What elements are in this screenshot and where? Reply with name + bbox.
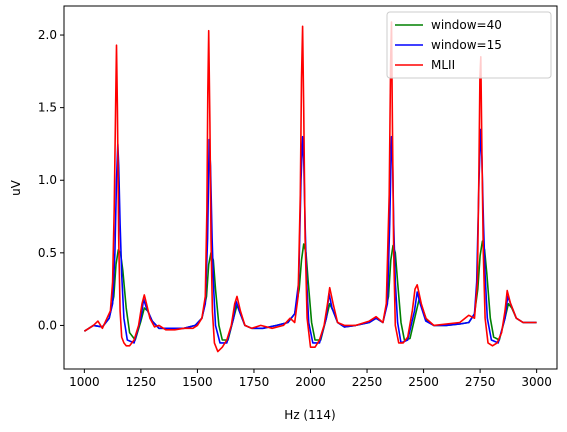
series-group [83, 21, 537, 353]
legend-label: window=15 [431, 38, 502, 52]
y-axis: 0.0 0.5 1.0 1.5 2.0 [38, 28, 64, 332]
plot-area [63, 5, 558, 370]
x-tick-label: 1000 [69, 375, 100, 389]
y-axis-label: uV [9, 179, 23, 196]
y-tick-label: 1.0 [38, 173, 57, 187]
x-axis: 1000 1250 1500 1750 2000 2250 2500 2750 3000 [69, 369, 552, 389]
x-tick-label: 1250 [126, 375, 157, 389]
legend-label: MLII [431, 58, 455, 72]
x-axis-label: Hz (114) [284, 408, 335, 422]
x-tick-label: 2500 [408, 375, 439, 389]
legend-label: window=40 [431, 18, 502, 32]
x-tick-label: 3000 [521, 375, 552, 389]
x-tick-label: 1750 [239, 375, 270, 389]
x-tick-label: 2750 [465, 375, 496, 389]
series-line-mlii [83, 21, 537, 353]
x-tick-label: 2250 [352, 375, 383, 389]
legend: window=40 window=15 MLII [386, 11, 552, 79]
x-tick-label: 2000 [295, 375, 326, 389]
y-tick-label: 0.0 [38, 318, 57, 332]
legend-box [386, 11, 552, 79]
x-tick-label: 1500 [182, 375, 213, 389]
y-tick-label: 0.5 [38, 246, 57, 260]
y-tick-label: 2.0 [38, 28, 57, 42]
y-tick-label: 1.5 [38, 101, 57, 115]
